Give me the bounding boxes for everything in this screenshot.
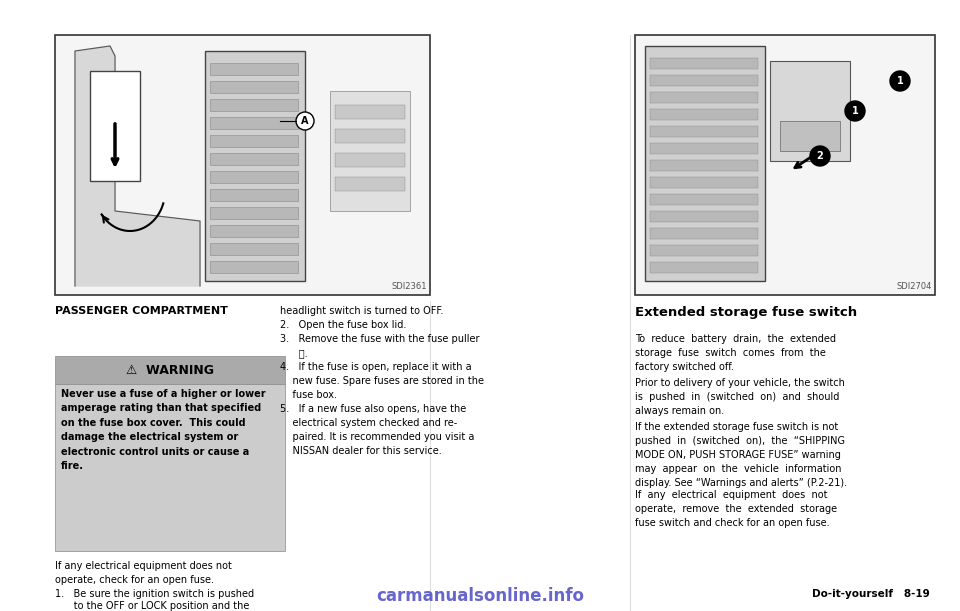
Bar	[210, 153, 298, 165]
Text: carmanualsonline.info: carmanualsonline.info	[376, 587, 584, 605]
Bar	[650, 160, 758, 171]
Text: Extended storage fuse switch: Extended storage fuse switch	[635, 306, 857, 319]
Text: 1.   Be sure the ignition switch is pushed: 1. Be sure the ignition switch is pushed	[55, 589, 254, 599]
Text: ⚠  WARNING: ⚠ WARNING	[126, 364, 214, 376]
Circle shape	[810, 146, 830, 166]
Polygon shape	[75, 46, 200, 286]
Bar	[650, 143, 758, 154]
Bar	[650, 92, 758, 103]
Text: 1: 1	[897, 76, 903, 86]
Bar	[650, 177, 758, 188]
Bar	[210, 171, 298, 183]
Bar	[55, 35, 430, 295]
Bar	[650, 126, 758, 137]
Bar	[650, 245, 758, 256]
Bar	[335, 153, 405, 167]
Circle shape	[296, 112, 314, 130]
Text: Prior to delivery of your vehicle, the switch
is  pushed  in  (switched  on)  an: Prior to delivery of your vehicle, the s…	[635, 378, 845, 416]
Bar	[90, 71, 140, 181]
Bar	[645, 46, 765, 281]
Bar	[55, 356, 285, 384]
Bar	[335, 105, 405, 119]
Bar	[650, 262, 758, 273]
Bar	[210, 99, 298, 111]
Text: 1: 1	[852, 106, 858, 116]
Text: If any electrical equipment does not
operate, check for an open fuse.: If any electrical equipment does not ope…	[55, 561, 232, 585]
Bar	[335, 177, 405, 191]
Circle shape	[845, 101, 865, 121]
Bar	[650, 194, 758, 205]
Bar	[210, 207, 298, 219]
Bar	[650, 58, 758, 69]
Bar	[210, 135, 298, 147]
Text: To  reduce  battery  drain,  the  extended
storage  fuse  switch  comes  from  t: To reduce battery drain, the extended st…	[635, 334, 836, 372]
Text: SDI2704: SDI2704	[897, 282, 932, 291]
Bar	[55, 384, 285, 551]
Text: to the OFF or LOCK position and the: to the OFF or LOCK position and the	[55, 601, 250, 611]
Bar	[650, 211, 758, 222]
Bar	[650, 109, 758, 120]
Bar	[210, 225, 298, 237]
Bar	[330, 91, 410, 211]
Bar	[210, 189, 298, 201]
Bar	[335, 129, 405, 143]
Text: Never use a fuse of a higher or lower
amperage rating than that specified
on the: Never use a fuse of a higher or lower am…	[61, 389, 266, 471]
Text: A: A	[301, 116, 309, 126]
Bar	[650, 75, 758, 86]
Bar	[770, 61, 850, 161]
Bar	[635, 35, 935, 295]
Text: PASSENGER COMPARTMENT: PASSENGER COMPARTMENT	[55, 306, 228, 316]
Text: Do-it-yourself   8-19: Do-it-yourself 8-19	[812, 589, 930, 599]
Text: 2: 2	[817, 151, 824, 161]
Bar	[210, 261, 298, 273]
Text: SDI2361: SDI2361	[392, 282, 427, 291]
Bar	[210, 243, 298, 255]
Bar	[210, 63, 298, 75]
Text: If the extended storage fuse switch is not
pushed  in  (switched  on),  the  “SH: If the extended storage fuse switch is n…	[635, 422, 847, 488]
Bar	[650, 228, 758, 239]
Bar	[210, 81, 298, 93]
Bar	[780, 121, 840, 151]
Text: If  any  electrical  equipment  does  not
operate,  remove  the  extended  stora: If any electrical equipment does not ope…	[635, 490, 837, 528]
Circle shape	[890, 71, 910, 91]
Bar	[210, 117, 298, 129]
Bar	[205, 51, 305, 281]
Text: headlight switch is turned to OFF.
2.   Open the fuse box lid.
3.   Remove the f: headlight switch is turned to OFF. 2. Op…	[280, 306, 484, 456]
